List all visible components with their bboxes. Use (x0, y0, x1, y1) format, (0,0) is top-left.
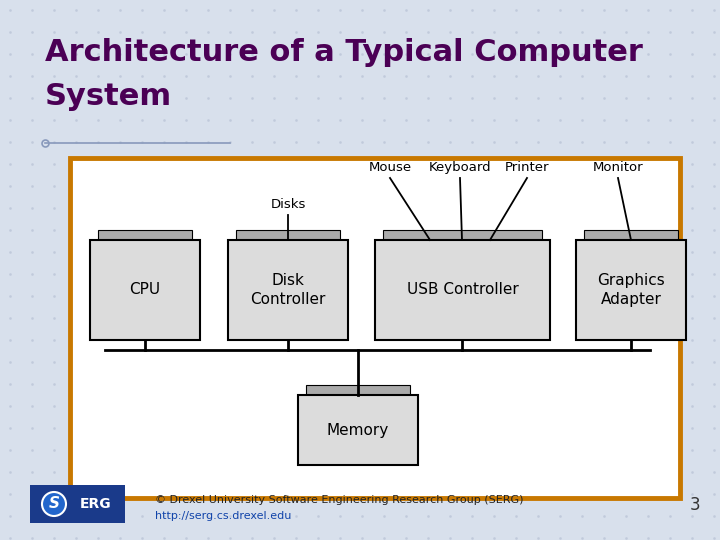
Text: Disk
Controller: Disk Controller (251, 273, 325, 307)
Bar (98, 230, 192, 244)
Text: Architecture of a Typical Computer: Architecture of a Typical Computer (45, 38, 643, 67)
Bar (576, 240, 686, 340)
Text: CPU: CPU (130, 282, 161, 298)
Text: 3: 3 (689, 496, 700, 514)
Text: Memory: Memory (327, 422, 389, 437)
Text: Printer: Printer (505, 161, 549, 174)
Text: © Drexel University Software Engineering Research Group (SERG): © Drexel University Software Engineering… (155, 495, 523, 505)
Text: http://serg.cs.drexel.edu: http://serg.cs.drexel.edu (155, 511, 292, 521)
Text: S: S (48, 496, 60, 511)
Bar (306, 385, 410, 399)
Bar (228, 240, 348, 340)
Bar (70, 158, 680, 498)
Bar (383, 230, 542, 244)
Text: Disks: Disks (270, 198, 306, 211)
Bar (236, 230, 340, 244)
Bar (584, 230, 678, 244)
Circle shape (42, 492, 66, 516)
Bar (375, 240, 550, 340)
Text: USB Controller: USB Controller (407, 282, 518, 298)
Bar (90, 240, 200, 340)
Text: Graphics
Adapter: Graphics Adapter (597, 273, 665, 307)
Text: Monitor: Monitor (593, 161, 643, 174)
Text: ERG: ERG (80, 497, 112, 511)
Text: System: System (45, 82, 172, 111)
Text: Mouse: Mouse (369, 161, 412, 174)
Bar (30, 485, 125, 523)
Bar (298, 395, 418, 465)
Text: Keyboard: Keyboard (428, 161, 491, 174)
